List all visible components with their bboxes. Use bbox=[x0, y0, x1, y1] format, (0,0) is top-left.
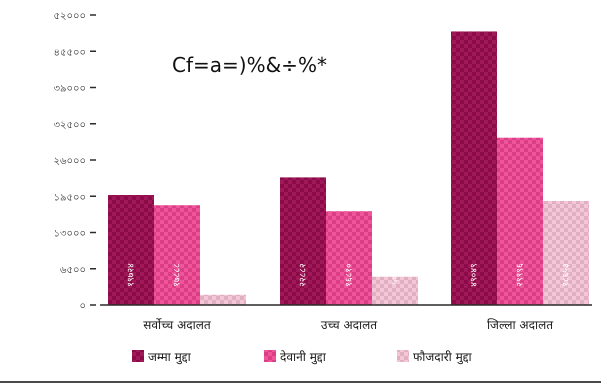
bar-data-label: १८३६ bbox=[219, 265, 229, 284]
bar bbox=[154, 205, 200, 305]
y-tick-label: ২৬০০০ bbox=[53, 156, 86, 167]
x-category-label: जिल्ला अदालत bbox=[487, 318, 554, 332]
bar bbox=[200, 294, 246, 305]
bar-data-label: १७८८८ bbox=[173, 263, 183, 287]
bar-data-label: ५०७२ bbox=[391, 265, 401, 284]
bar bbox=[543, 200, 589, 305]
y-tick-label: ১৩০০০ bbox=[54, 229, 87, 240]
bar-data-label: ४९०४९ bbox=[470, 263, 480, 286]
legend-entry-label: जम्मा मुद्दा bbox=[148, 350, 192, 365]
legend-swatch bbox=[397, 350, 409, 362]
bar-data-label: २२८८२ bbox=[299, 263, 309, 287]
x-category-label: सर्वोच्च अदालत bbox=[143, 318, 212, 332]
x-category-label: उच्च अदालत bbox=[321, 318, 378, 332]
bar-data-label: १९७२४ bbox=[127, 263, 137, 287]
y-tick-label: ৪৫৫০০ bbox=[54, 47, 86, 58]
y-axis: ০ ৬৫০০ ১৩০০০ ১৯৫০০ ২৬০০০ ৩২৫০০ ৩৯০০০ ৪৫৫০০ ৫২০০০ bbox=[53, 11, 96, 312]
y-tick-label: ৫২০০০ bbox=[54, 11, 87, 22]
bar bbox=[326, 211, 372, 305]
bar bbox=[497, 137, 543, 305]
bar bbox=[451, 31, 497, 306]
legend: जम्मा मुद्दा देवानी मुद्दा फौजदारी मुद्दा bbox=[132, 350, 473, 365]
legend-swatch bbox=[132, 350, 144, 362]
y-tick-label: ৩৯০০০ bbox=[54, 84, 87, 95]
y-tick-label: ৬৫০০ bbox=[60, 265, 86, 276]
bars: १९७२४ १७८८८ १८३६ २२८८२ १६८१० ५०७२ ४९०४९ २९९९६ १८… bbox=[108, 31, 589, 306]
y-tick-label: ৩২৫০০ bbox=[54, 120, 87, 131]
bar-data-label: १८६५३ bbox=[562, 263, 572, 286]
x-axis: सर्वोच्च अदालत उच्च अदालत जिल्ला अदालत bbox=[100, 304, 592, 332]
bar-data-label: १६८१० bbox=[345, 263, 355, 287]
y-tick-label: ১৯৫০০ bbox=[54, 192, 86, 203]
bar bbox=[372, 276, 418, 305]
legend-swatch bbox=[264, 350, 276, 362]
y-tick-label: ০ bbox=[79, 301, 86, 312]
legend-entry-label: फौजदारी मुद्दा bbox=[413, 350, 473, 365]
bar-data-label: २९९९६ bbox=[516, 263, 526, 287]
bar bbox=[280, 177, 326, 305]
legend-entry-label: देवानी मुद्दा bbox=[280, 350, 327, 365]
bar bbox=[108, 195, 154, 305]
chart-title: Cf=a=)%&÷%* bbox=[172, 53, 327, 77]
